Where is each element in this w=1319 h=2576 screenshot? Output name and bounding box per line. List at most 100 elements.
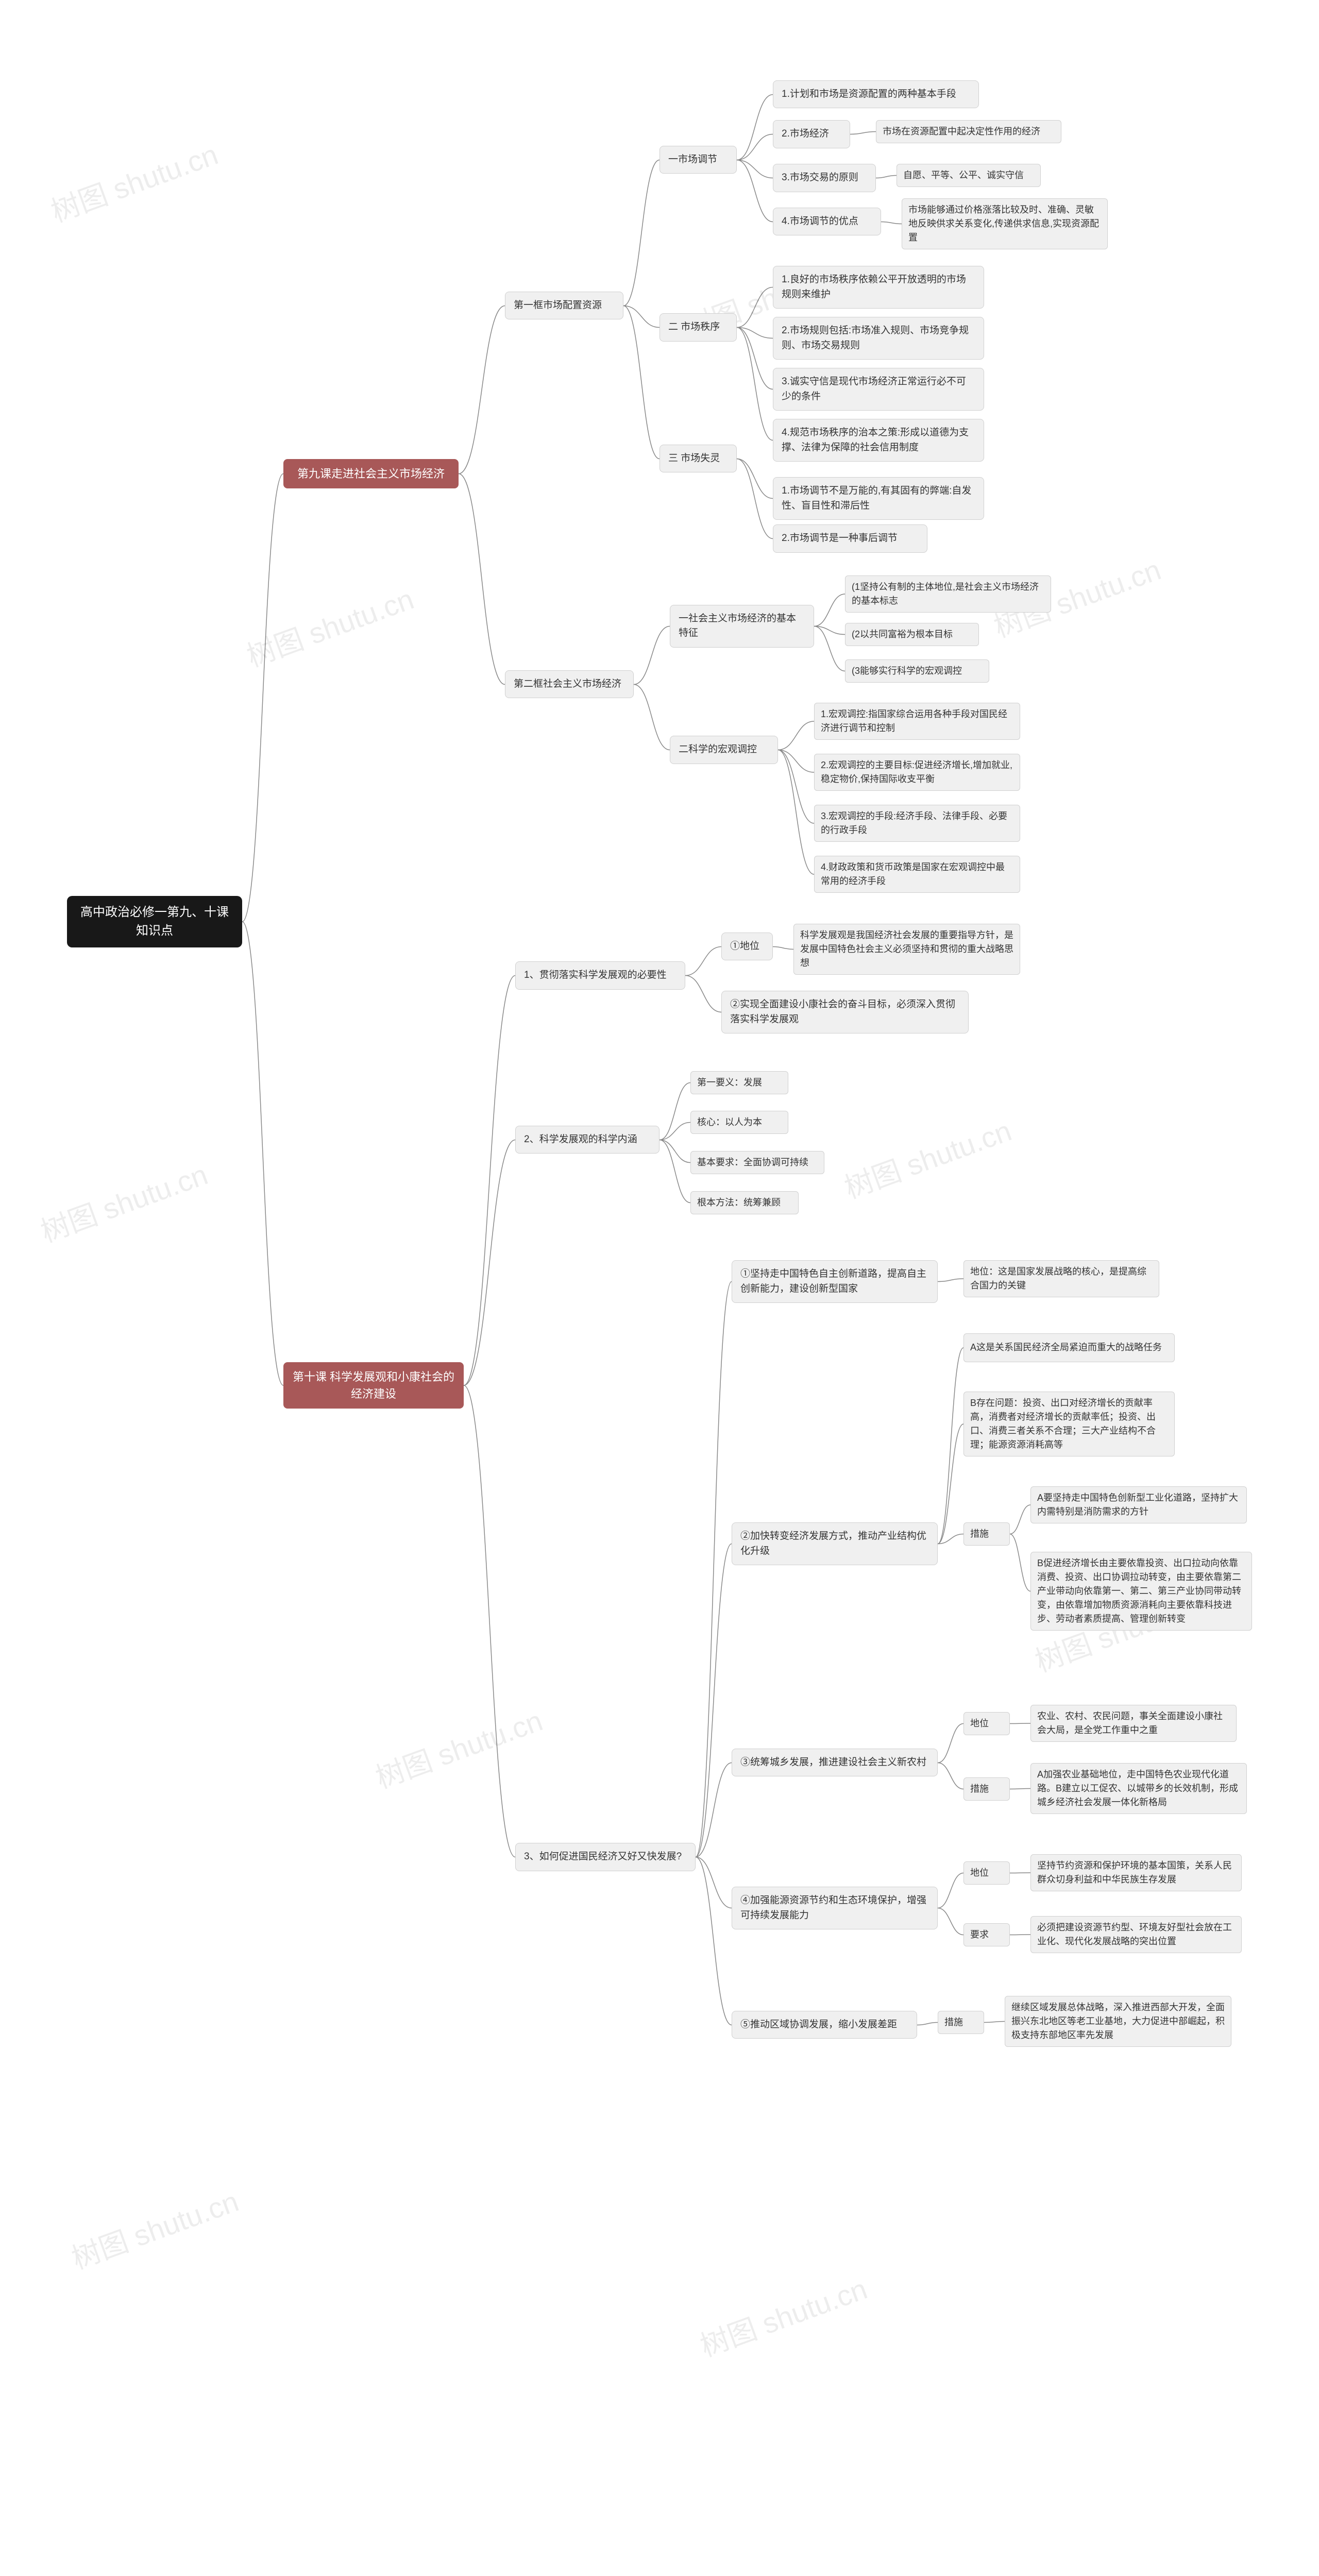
mindmap-node: 一市场调节 (660, 146, 737, 174)
mindmap-node: 4.市场调节的优点 (773, 208, 881, 236)
mindmap-node: (1坚持公有制的主体地位,是社会主义市场经济的基本标志 (845, 575, 1051, 613)
node-label: 第十课 科学发展观和小康社会的经济建设 (292, 1368, 455, 1402)
node-label: ②实现全面建设小康社会的奋斗目标，必须深入贯彻落实科学发展观 (730, 997, 960, 1027)
mindmap-node: 第十课 科学发展观和小康社会的经济建设 (283, 1362, 464, 1409)
node-label: 基本要求：全面协调可持续 (697, 1156, 808, 1170)
mindmap-node: 要求 (963, 1923, 1010, 1946)
mindmap-node: 2.市场经济 (773, 120, 850, 148)
node-label: 要求 (970, 1928, 989, 1942)
node-label: ⑤推动区域协调发展，缩小发展差距 (740, 2018, 897, 2032)
mindmap-node: 基本要求：全面协调可持续 (690, 1151, 824, 1174)
node-label: 措施 (970, 1527, 989, 1541)
mindmap-node: 科学发展观是我国经济社会发展的重要指导方针，是发展中国特色社会主义必须坚持和贯彻… (793, 924, 1020, 975)
mindmap-node: ④加强能源资源节约和生态环境保护，增强可持续发展能力 (732, 1887, 938, 1929)
mindmap-node: 地位 (963, 1861, 1010, 1885)
mindmap-node: 4.财政政策和货币政策是国家在宏观调控中最常用的经济手段 (814, 856, 1020, 893)
node-label: 地位 (970, 1866, 989, 1880)
watermark: 树图 shutu.cn (694, 2266, 872, 2365)
node-label: 农业、农村、农民问题，事关全面建设小康社会大局，是全党工作重中之重 (1037, 1709, 1230, 1737)
node-label: 地位 (970, 1717, 989, 1731)
mindmap-node: 一社会主义市场经济的基本特征 (670, 605, 814, 648)
node-label: B存在问题：投资、出口对经济增长的贡献率高，消费者对经济增长的贡献率低；投资、出… (970, 1396, 1168, 1452)
node-label: 二科学的宏观调控 (679, 742, 757, 757)
mindmap-node: (3能够实行科学的宏观调控 (845, 659, 989, 683)
mindmap-node: 二 市场秩序 (660, 313, 737, 342)
watermark: 树图 shutu.cn (240, 576, 419, 675)
node-label: 三 市场失灵 (668, 451, 720, 466)
node-label: (1坚持公有制的主体地位,是社会主义市场经济的基本标志 (852, 580, 1044, 608)
node-label: 2.市场规则包括:市场准入规则、市场竞争规则、市场交易规则 (782, 324, 975, 353)
node-label: 4.财政政策和货币政策是国家在宏观调控中最常用的经济手段 (821, 860, 1013, 888)
node-label: 2.市场调节是一种事后调节 (782, 531, 898, 546)
node-label: 第一要义：发展 (697, 1076, 762, 1090)
mindmap-node: 二科学的宏观调控 (670, 736, 778, 764)
node-label: 3.宏观调控的手段:经济手段、法律手段、必要的行政手段 (821, 809, 1013, 837)
mindmap-node: A加强农业基础地位，走中国特色农业现代化道路。B建立以工促农、以城带乡的长效机制… (1030, 1763, 1247, 1814)
node-label: 一社会主义市场经济的基本特征 (679, 612, 805, 641)
mindmap-node: 3.市场交易的原则 (773, 164, 876, 192)
mindmap-node: 地位：这是国家发展战略的核心，是提高综合国力的关键 (963, 1260, 1159, 1297)
mindmap-node: 农业、农村、农民问题，事关全面建设小康社会大局，是全党工作重中之重 (1030, 1705, 1237, 1742)
node-label: A这是关系国民经济全局紧迫而重大的战略任务 (970, 1341, 1162, 1354)
node-label: ①坚持走中国特色自主创新道路，提高自主创新能力，建设创新型国家 (740, 1267, 929, 1296)
node-label: 第二框社会主义市场经济 (514, 677, 621, 692)
mindmap-node: ①地位 (721, 933, 773, 961)
mindmap-node: 核心：以人为本 (690, 1111, 788, 1134)
node-label: 必须把建设资源节约型、环境友好型社会放在工业化、现代化发展战略的突出位置 (1037, 1921, 1235, 1948)
mindmap-node: 1.市场调节不是万能的,有其固有的弊端:自发性、盲目性和滞后性 (773, 477, 984, 520)
mindmap-node: 自愿、平等、公平、诚实守信 (897, 164, 1041, 187)
node-label: (2以共同富裕为根本目标 (852, 628, 953, 641)
mindmap-node: ⑤推动区域协调发展，缩小发展差距 (732, 2011, 917, 2039)
mindmap-node: 2.市场规则包括:市场准入规则、市场竞争规则、市场交易规则 (773, 317, 984, 360)
node-label: 2、科学发展观的科学内涵 (524, 1132, 637, 1147)
node-label: 一市场调节 (668, 152, 717, 167)
mindmap-node: 必须把建设资源节约型、环境友好型社会放在工业化、现代化发展战略的突出位置 (1030, 1916, 1242, 1953)
mindmap-node: 继续区域发展总体战略，深入推进西部大开发，全面振兴东北地区等老工业基地，大力促进… (1005, 1996, 1231, 2047)
node-label: A要坚持走中国特色创新型工业化道路，坚持扩大内需特别是消防需求的方针 (1037, 1491, 1240, 1519)
mindmap-node: 2.市场调节是一种事后调节 (773, 524, 927, 553)
node-label: 措施 (970, 1782, 989, 1796)
node-label: (3能够实行科学的宏观调控 (852, 664, 962, 678)
node-label: ②加快转变经济发展方式，推动产业结构优化升级 (740, 1529, 929, 1558)
mindmap-node: 第九课走进社会主义市场经济 (283, 459, 459, 488)
mindmap-node: 2.宏观调控的主要目标:促进经济增长,增加就业,稳定物价,保持国际收支平衡 (814, 754, 1020, 791)
node-label: 3、如何促进国民经济又好又快发展? (524, 1850, 682, 1865)
mindmap-node: 市场能够通过价格涨落比较及时、准确、灵敏地反映供求关系变化,传递供求信息,实现资… (902, 198, 1108, 249)
mindmap-node: ①坚持走中国特色自主创新道路，提高自主创新能力，建设创新型国家 (732, 1260, 938, 1303)
mindmap-node: 3.宏观调控的手段:经济手段、法律手段、必要的行政手段 (814, 805, 1020, 842)
mindmap-node: 坚持节约资源和保护环境的基本国策，关系人民群众切身利益和中华民族生存发展 (1030, 1854, 1242, 1891)
node-label: 1.计划和市场是资源配置的两种基本手段 (782, 87, 956, 102)
node-label: 市场在资源配置中起决定性作用的经济 (883, 125, 1040, 139)
mindmap-node: 1、贯彻落实科学发展观的必要性 (515, 961, 685, 990)
node-label: 4.规范市场秩序的治本之策:形成以道德为支撑、法律为保障的社会信用制度 (782, 426, 975, 455)
node-label: 2.宏观调控的主要目标:促进经济增长,增加就业,稳定物价,保持国际收支平衡 (821, 758, 1013, 786)
mindmap-node: A这是关系国民经济全局紧迫而重大的战略任务 (963, 1333, 1175, 1362)
mindmap-node: 2、科学发展观的科学内涵 (515, 1126, 660, 1154)
mindmap-node: 高中政治必修一第九、十课知识点 (67, 896, 242, 947)
node-label: ④加强能源资源节约和生态环境保护，增强可持续发展能力 (740, 1893, 929, 1923)
node-label: 第一框市场配置资源 (514, 298, 602, 313)
node-label: 高中政治必修一第九、十课知识点 (75, 903, 234, 940)
mindmap-node: 1.良好的市场秩序依赖公平开放透明的市场规则来维护 (773, 266, 984, 309)
watermark: 树图 shutu.cn (838, 1108, 1017, 1207)
node-label: ①地位 (730, 939, 759, 954)
node-label: 1.宏观调控:指国家综合运用各种手段对国民经济进行调节和控制 (821, 707, 1013, 735)
mindmap-node: 措施 (963, 1522, 1010, 1546)
node-label: 二 市场秩序 (668, 320, 720, 335)
mindmap-node: 措施 (938, 2011, 984, 2034)
mindmap-node: 第一框市场配置资源 (505, 292, 623, 320)
node-label: 坚持节约资源和保护环境的基本国策，关系人民群众切身利益和中华民族生存发展 (1037, 1859, 1235, 1887)
watermark: 树图 shutu.cn (34, 1151, 213, 1250)
node-label: 1.市场调节不是万能的,有其固有的弊端:自发性、盲目性和滞后性 (782, 484, 975, 513)
node-label: 4.市场调节的优点 (782, 214, 858, 229)
node-label: 3.市场交易的原则 (782, 171, 858, 185)
mindmap-node: ②加快转变经济发展方式，推动产业结构优化升级 (732, 1522, 938, 1565)
node-label: 科学发展观是我国经济社会发展的重要指导方针，是发展中国特色社会主义必须坚持和贯彻… (800, 928, 1013, 970)
node-label: A加强农业基础地位，走中国特色农业现代化道路。B建立以工促农、以城带乡的长效机制… (1037, 1768, 1240, 1809)
node-label: 第九课走进社会主义市场经济 (297, 465, 445, 482)
mindmap-node: 地位 (963, 1712, 1010, 1735)
mindmap-node: B促进经济增长由主要依靠投资、出口拉动向依靠消费、投资、出口协调拉动转变，由主要… (1030, 1552, 1252, 1631)
mindmap-node: 市场在资源配置中起决定性作用的经济 (876, 120, 1061, 143)
watermark: 树图 shutu.cn (65, 2179, 244, 2278)
node-label: 继续区域发展总体战略，深入推进西部大开发，全面振兴东北地区等老工业基地，大力促进… (1011, 2001, 1225, 2042)
